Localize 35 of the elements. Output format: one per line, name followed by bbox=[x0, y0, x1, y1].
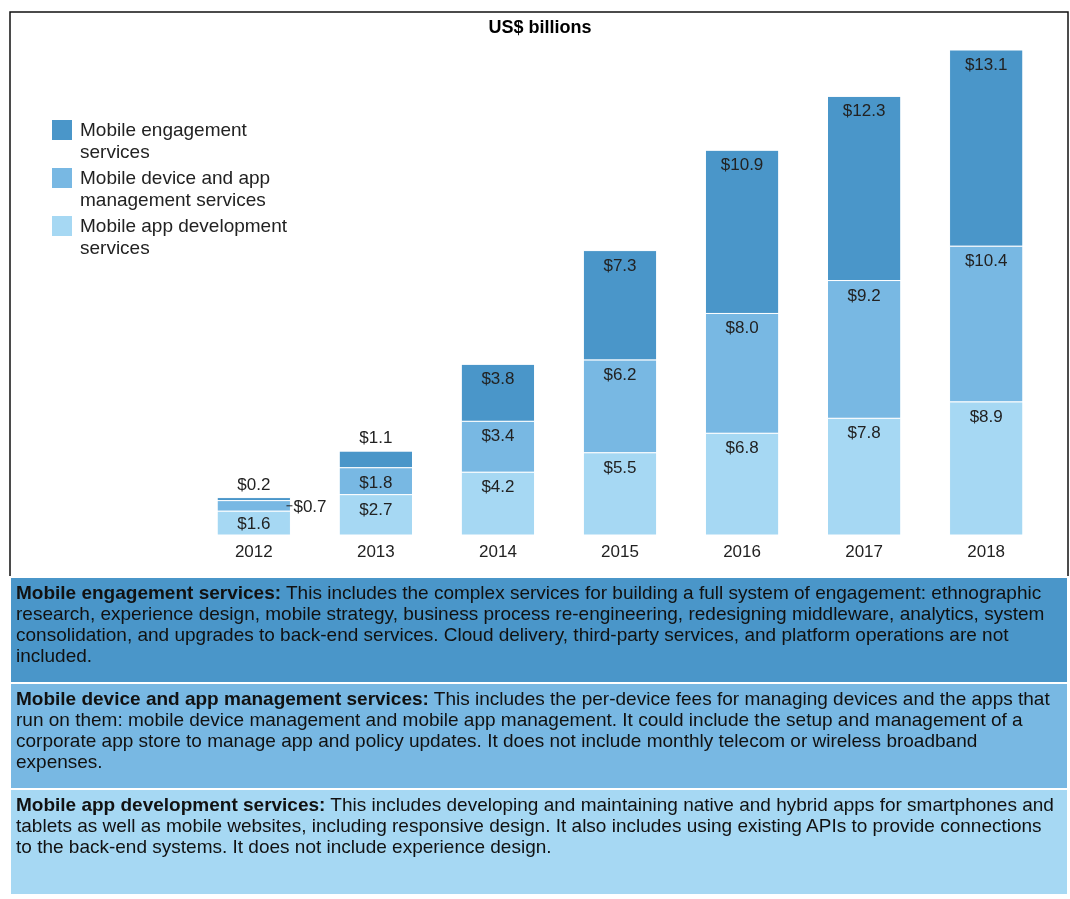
data-label: $3.8 bbox=[481, 369, 515, 389]
data-label: $6.8 bbox=[725, 438, 759, 458]
data-label: $6.2 bbox=[603, 364, 637, 384]
data-label: $0.7 bbox=[293, 496, 327, 516]
data-label: $13.1 bbox=[964, 55, 1008, 74]
text: Mobile app development services: This includes developing and maintaining native and hybrid apps for smartphones and tablets as well as mobile websites, including responsive design. It also includes using existing APIs to provide connections to the back-end systems. It does not include experience design. bbox=[16, 794, 1054, 857]
x-tick-label: 2016 bbox=[723, 542, 761, 561]
chart-title: US$ billions bbox=[488, 17, 592, 37]
data-label: $7.8 bbox=[847, 423, 881, 443]
data-label: $0.2 bbox=[237, 474, 271, 494]
data-label: $7.3 bbox=[603, 255, 637, 275]
data-label: $3.4 bbox=[481, 426, 515, 446]
data-label: $10.4 bbox=[964, 251, 1008, 271]
data-label: $8.0 bbox=[725, 318, 759, 338]
data-label: $12.3 bbox=[842, 101, 886, 121]
data-label: $1.6 bbox=[237, 514, 271, 534]
text: Mobile device and app management services: This includes the per-device fees for managing devices and the apps that run on them: mobile device management and mobile app management. It could include the setup and management of a corporate app store to manage app and policy updates. It does not include monthly telecom or wireless broadband expenses. bbox=[16, 688, 1050, 772]
data-label: $10.9 bbox=[720, 155, 764, 175]
x-tick-label: 2012 bbox=[234, 542, 273, 561]
data-label: $8.9 bbox=[969, 406, 1003, 426]
data-label: $1.1 bbox=[359, 428, 393, 448]
data-label: $5.5 bbox=[603, 457, 637, 477]
x-tick-label: 2018 bbox=[967, 542, 1006, 561]
x-tick-label: 2013 bbox=[356, 542, 395, 561]
legend-label: Mobile engagement services bbox=[80, 119, 248, 162]
data-label: $1.8 bbox=[359, 472, 393, 492]
x-tick-label: 2017 bbox=[845, 542, 884, 561]
x-tick-label: 2014 bbox=[479, 542, 517, 561]
data-label: $4.2 bbox=[481, 477, 515, 497]
x-tick-label: 2015 bbox=[601, 542, 639, 561]
legend-label: Mobile device and app management services bbox=[80, 167, 271, 210]
data-label: $2.7 bbox=[359, 499, 393, 519]
text: Mobile engagement services: This includes the complex services for building a full system of engagement: ethnographic research, experience design, mobile strategy, business process re-engineering, redesigning middleware, analytics, system consolidation, and upgrades to back-end services. Cloud delivery, third-party services, and platform operations are not included. bbox=[16, 582, 1045, 666]
data-label: $9.2 bbox=[847, 285, 881, 305]
legend-label: Mobile app development services bbox=[80, 215, 288, 258]
